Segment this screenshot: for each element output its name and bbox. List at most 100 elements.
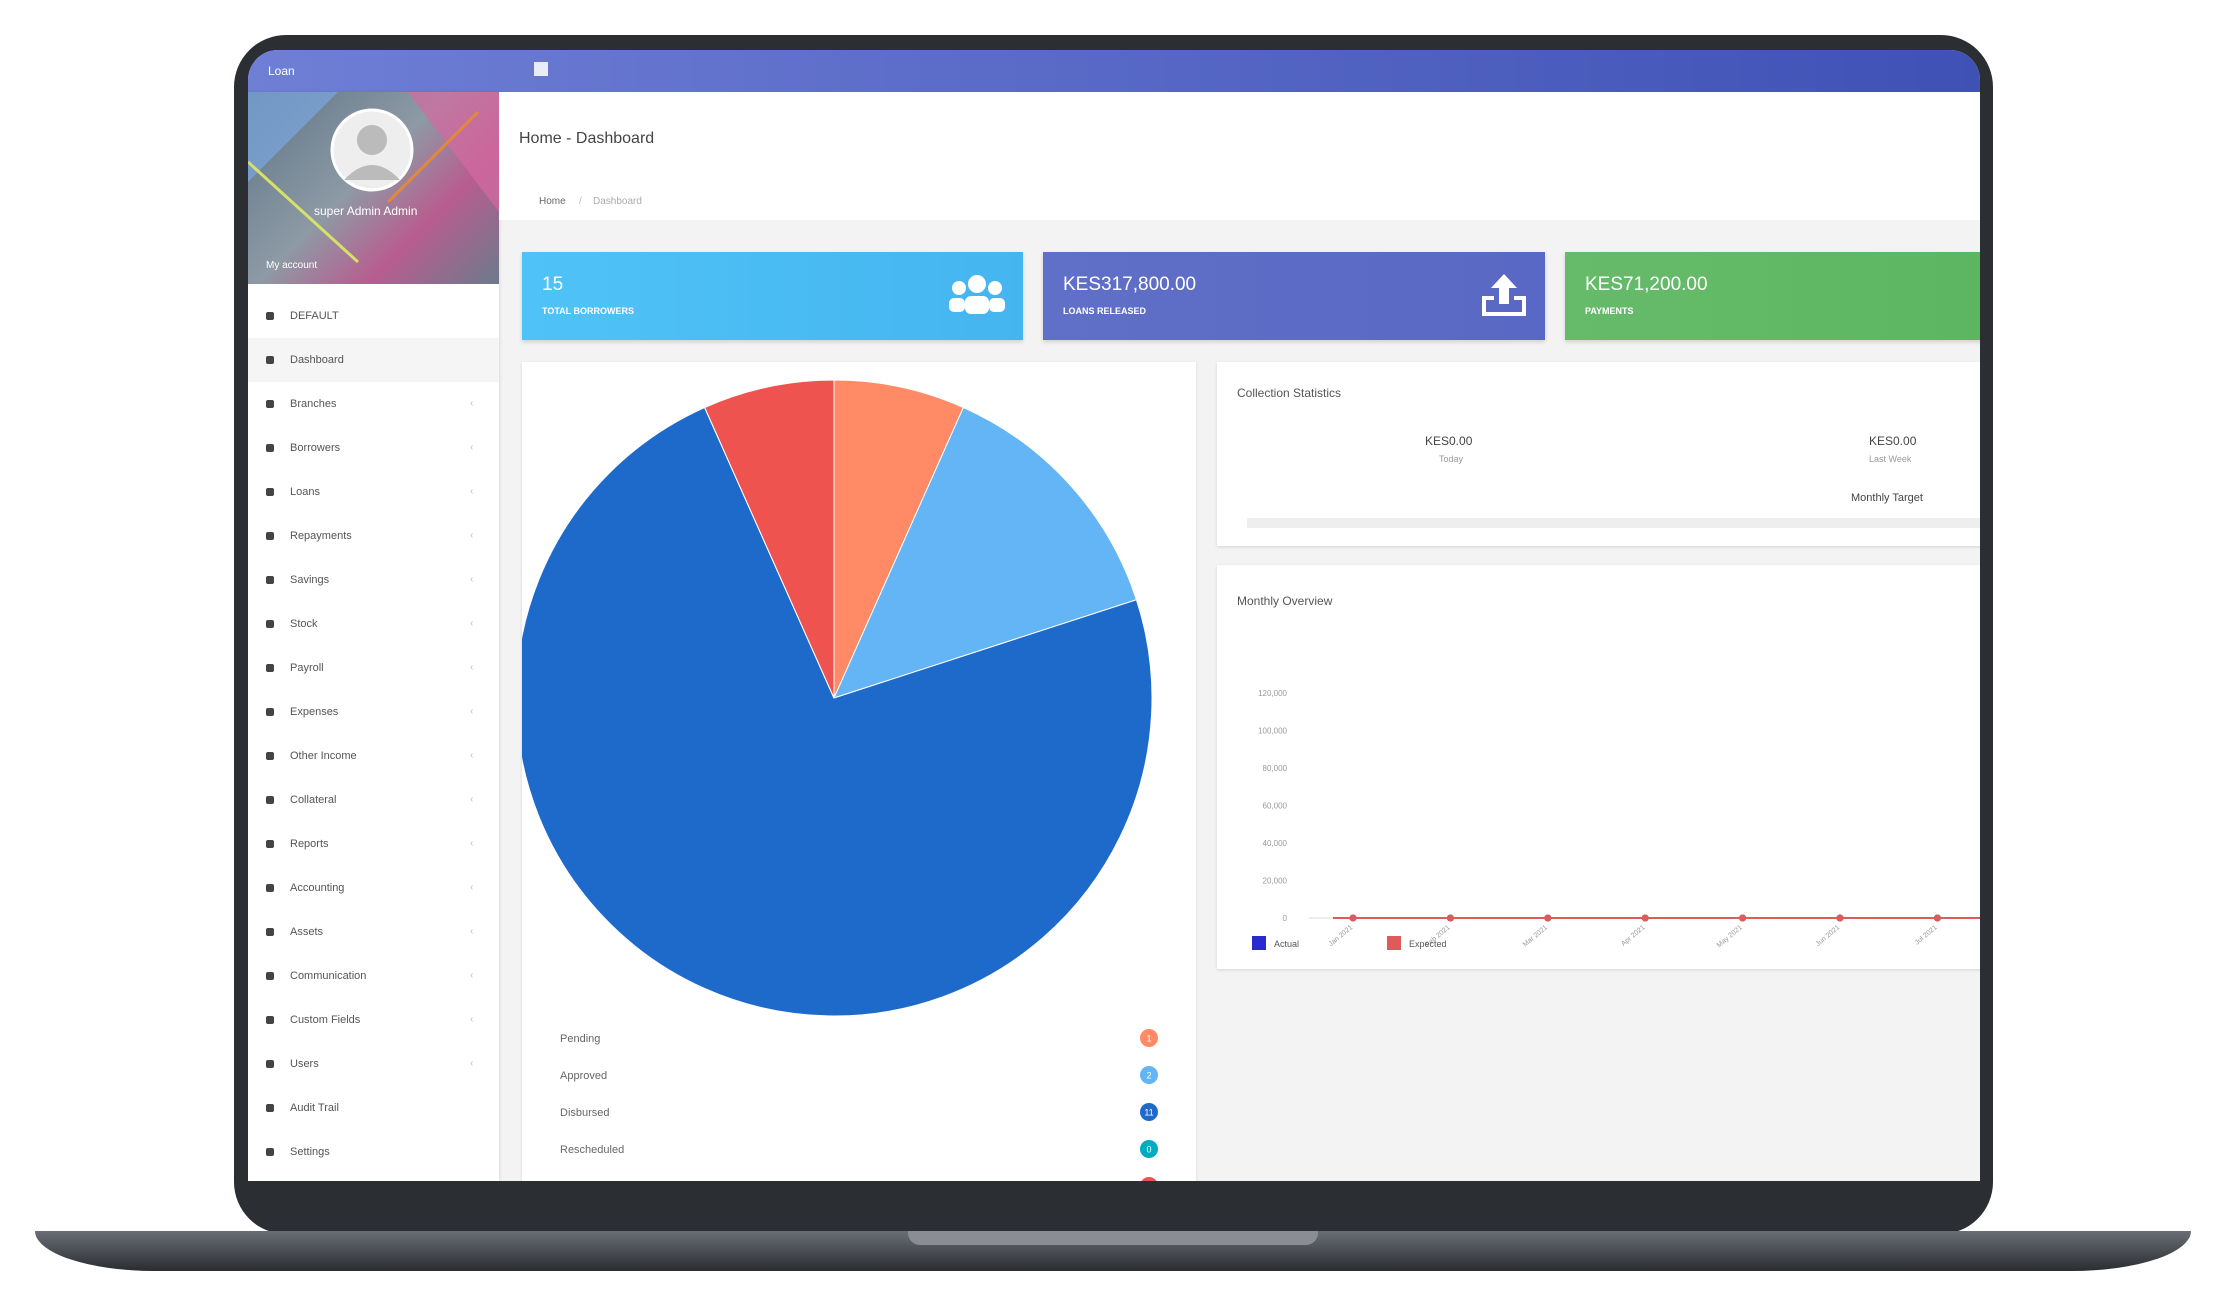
menu-item[interactable]: Reports ‹ bbox=[248, 822, 499, 866]
week-value: KES0.00 bbox=[1869, 434, 1917, 448]
menu-icon bbox=[266, 708, 274, 716]
menu-label: Communication bbox=[290, 970, 367, 982]
menu-label: Other Income bbox=[290, 750, 357, 762]
legend-count: 0 bbox=[1146, 1145, 1151, 1155]
card-value: 15 bbox=[542, 274, 564, 295]
series-point bbox=[1836, 914, 1844, 922]
menu-chevron: ‹ bbox=[470, 486, 474, 497]
menu-chevron: ‹ bbox=[470, 970, 474, 981]
menu-item[interactable]: Settings bbox=[248, 1130, 499, 1174]
menu-icon bbox=[266, 884, 274, 892]
menu-icon bbox=[266, 400, 274, 408]
menu-label: Custom Fields bbox=[290, 1014, 361, 1026]
menu-chevron: ‹ bbox=[470, 574, 474, 585]
menu-item[interactable]: Dashboard bbox=[248, 338, 499, 382]
profile-account[interactable]: My account bbox=[266, 260, 318, 271]
y-tick-label: 100,000 bbox=[1258, 727, 1287, 736]
legend-badge bbox=[1140, 1066, 1158, 1084]
legend-count: 1 bbox=[1146, 1034, 1151, 1044]
x-tick-label: Jul 2021 bbox=[1914, 924, 1939, 946]
menu-icon bbox=[266, 1148, 274, 1156]
menu-chevron: ‹ bbox=[470, 398, 474, 409]
panel-title: Collection Statistics bbox=[1237, 386, 1342, 400]
profile-name: super Admin Admin bbox=[314, 204, 418, 218]
menu-label: Collateral bbox=[290, 794, 337, 806]
menu-item[interactable]: Other Income ‹ bbox=[248, 734, 499, 778]
card-label: TOTAL BORROWERS bbox=[542, 306, 634, 316]
series-point bbox=[1933, 914, 1941, 922]
menu-item[interactable]: Expenses ‹ bbox=[248, 690, 499, 734]
y-tick-label: 0 bbox=[1283, 914, 1288, 923]
legend-count: 2 bbox=[1146, 1071, 1151, 1081]
menu-label: Branches bbox=[290, 398, 337, 410]
menu-chevron: ‹ bbox=[470, 838, 474, 849]
menu-icon bbox=[266, 1016, 274, 1024]
legend-badge bbox=[1140, 1103, 1158, 1121]
y-tick-label: 80,000 bbox=[1263, 764, 1288, 773]
menu-chevron: ‹ bbox=[470, 1014, 474, 1025]
menu-chevron: ‹ bbox=[470, 1058, 474, 1069]
menu-icon bbox=[266, 840, 274, 848]
menu-item[interactable]: Accounting ‹ bbox=[248, 866, 499, 910]
y-tick-label: 120,000 bbox=[1258, 689, 1287, 698]
menu-item[interactable]: Stock ‹ bbox=[248, 602, 499, 646]
card-label: LOANS RELEASED bbox=[1063, 306, 1147, 316]
menu-item[interactable]: DEFAULT bbox=[248, 294, 499, 338]
page-title: Home - Dashboard bbox=[519, 130, 655, 147]
menu-item[interactable]: Loans ‹ bbox=[248, 470, 499, 514]
card-label: PAYMENTS bbox=[1585, 306, 1634, 316]
pie-slice[interactable] bbox=[833, 379, 965, 699]
menu-toggle[interactable] bbox=[534, 62, 548, 76]
series-point bbox=[1641, 914, 1649, 922]
menu-item[interactable]: Custom Fields ‹ bbox=[248, 998, 499, 1042]
target-progress bbox=[1247, 518, 1980, 528]
menu-item[interactable]: Communication ‹ bbox=[248, 954, 499, 998]
legend-label: Expected bbox=[1409, 939, 1447, 949]
today-value: KES0.00 bbox=[1425, 434, 1473, 448]
menu-icon bbox=[266, 620, 274, 628]
pie-slice[interactable] bbox=[703, 379, 835, 699]
menu-item[interactable]: Borrowers ‹ bbox=[248, 426, 499, 470]
page-header: Home - Dashboard Home / Dashboard bbox=[499, 92, 1980, 220]
series-point bbox=[1544, 914, 1552, 922]
app-name: Loan bbox=[268, 64, 295, 78]
legend-label: Pending bbox=[560, 1033, 600, 1045]
menu-icon bbox=[266, 488, 274, 496]
menu-chevron: ‹ bbox=[470, 618, 474, 629]
profile: super Admin Admin My account bbox=[248, 92, 499, 284]
menu-item[interactable]: Assets ‹ bbox=[248, 910, 499, 954]
series-point bbox=[1739, 914, 1747, 922]
menu-chevron: ‹ bbox=[470, 706, 474, 717]
menu-chevron: ‹ bbox=[470, 442, 474, 453]
pie-slice[interactable] bbox=[833, 406, 1138, 699]
menu-label: Loans bbox=[290, 486, 320, 498]
legend-badge bbox=[1140, 1029, 1158, 1047]
menu-label: Reports bbox=[290, 838, 329, 850]
menu-item[interactable]: Collateral ‹ bbox=[248, 778, 499, 822]
legend-swatch[interactable] bbox=[1252, 936, 1266, 950]
legend-label: Approved bbox=[560, 1070, 607, 1082]
x-tick-label: Mar 2021 bbox=[1522, 924, 1549, 948]
users-icon bbox=[949, 275, 1005, 314]
card-value: KES317,800.00 bbox=[1063, 274, 1197, 295]
menu-item[interactable]: Audit Trail bbox=[248, 1086, 499, 1130]
menu-icon bbox=[266, 664, 274, 672]
menu-item[interactable]: Branches ‹ bbox=[248, 382, 499, 426]
legend-swatch[interactable] bbox=[1387, 936, 1401, 950]
legend-badge bbox=[1140, 1140, 1158, 1158]
stat-card: KES317,800.00 LOANS RELEASED bbox=[1043, 252, 1545, 340]
menu-item[interactable]: Payroll ‹ bbox=[248, 646, 499, 690]
menu-item[interactable]: Users ‹ bbox=[248, 1042, 499, 1086]
breadcrumb-home[interactable]: Home bbox=[539, 196, 566, 207]
sidebar: super Admin Admin My account DEFAULT Dash… bbox=[248, 92, 499, 1181]
laptop-notch bbox=[908, 1231, 1318, 1245]
pie-chart: Pending 1 Approved 2 Disbursed 11 Rescheduled 0… bbox=[515, 379, 1158, 1181]
menu-icon bbox=[266, 1060, 274, 1068]
pie-slice[interactable] bbox=[515, 406, 1153, 1017]
y-tick-label: 20,000 bbox=[1263, 877, 1288, 886]
menu-label: Dashboard bbox=[290, 354, 344, 366]
legend-count: 11 bbox=[1144, 1108, 1153, 1118]
menu-chevron: ‹ bbox=[470, 794, 474, 805]
menu-item[interactable]: Savings ‹ bbox=[248, 558, 499, 602]
menu-item[interactable]: Repayments ‹ bbox=[248, 514, 499, 558]
